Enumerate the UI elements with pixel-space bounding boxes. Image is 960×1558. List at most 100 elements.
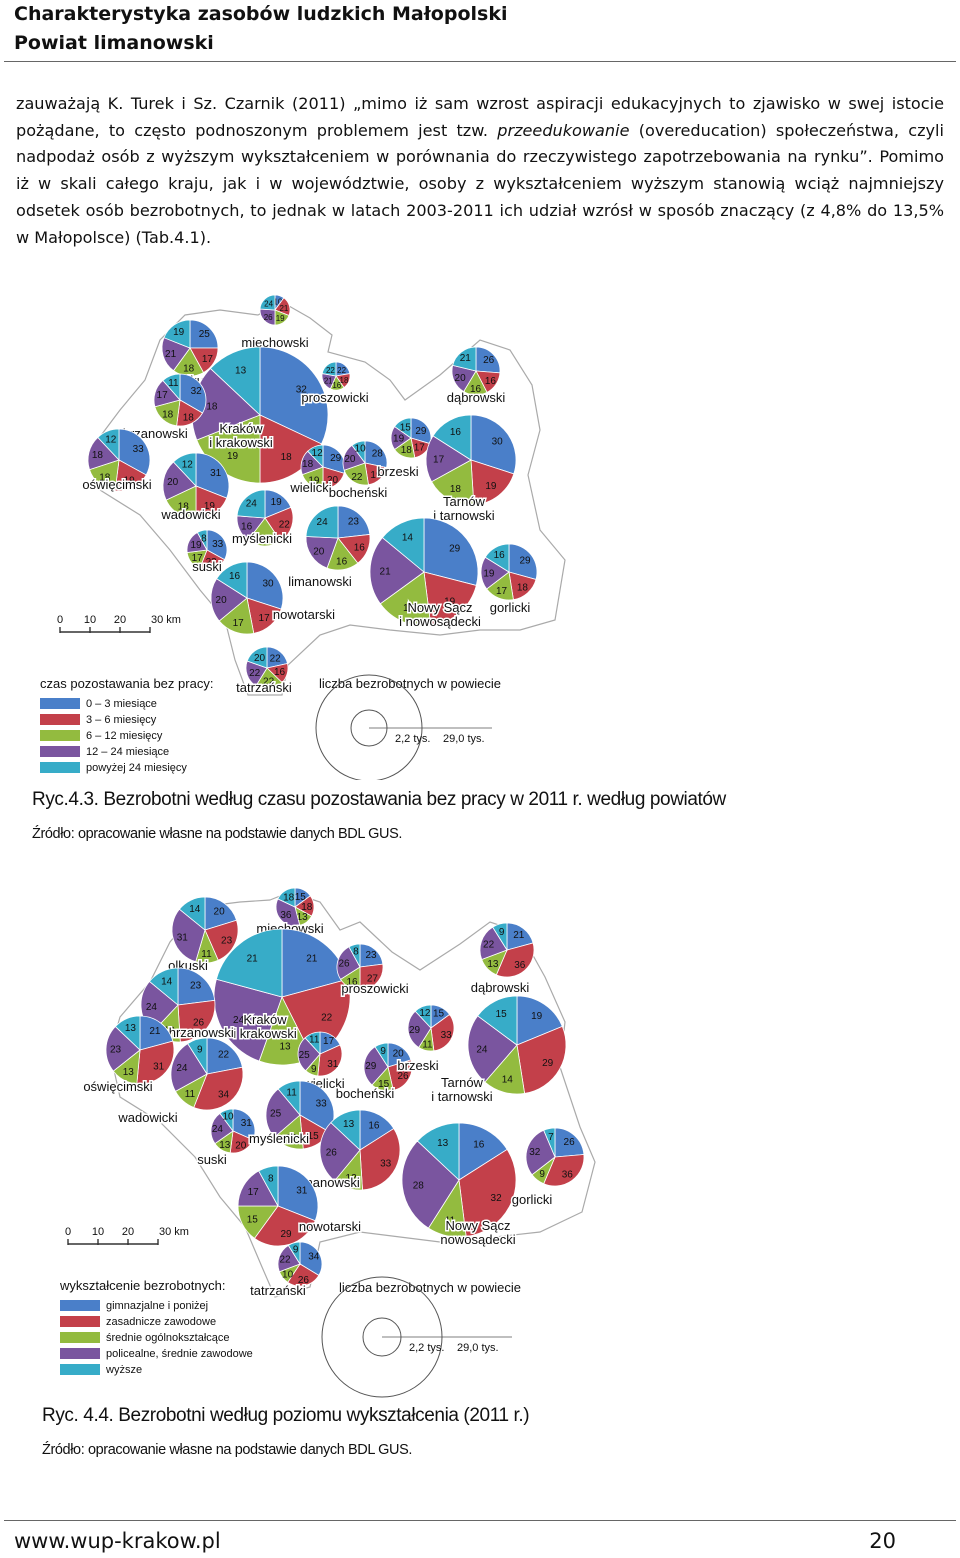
fig2-slice-suski-4: [219, 1108, 234, 1133]
fig2-value-label-nowy-sacz-i-nowosadecki-2: 11: [445, 1216, 456, 1227]
fig1-value-label-olkuski-4: 19: [173, 327, 185, 338]
fig1-value-label-myslenicki-2: 20: [259, 534, 271, 545]
fig1-slice-nowy-sacz-i-nowosadecki-2: [379, 571, 432, 627]
fig1-district-label-brzeski: brzeski: [377, 464, 418, 479]
fig2-value-label-gorlicki-0: 26: [564, 1137, 576, 1148]
fig2-district-label-oswiecimski: oświęcimski: [83, 1079, 152, 1094]
fig1-slice-krakow-i-krakowski-0: [259, 346, 329, 445]
fig1-legend-swatch-0: [40, 698, 80, 709]
fig2-pie-proszowicki: 23 27 16 268 proszowicki: [336, 943, 410, 998]
fig2-value-label-dabrowski-2: 13: [487, 959, 499, 970]
fig1-slice-nowotarski-4: [216, 561, 248, 599]
fig1-district-label-nowotarski: nowotarski: [273, 607, 335, 622]
fig2-legend-swatch-1: [60, 1316, 100, 1327]
fig2-slice-tarnow-i-tarnowski-3: [467, 1015, 518, 1083]
fig2-value-label-proszowicki-1: 27: [367, 974, 379, 985]
fig2-slice-limanowski-1: [359, 1128, 401, 1191]
fig2-district-label-chrzanowski: chrzanowski: [162, 1025, 234, 1040]
fig1-value-label-limanowski-3: 20: [313, 546, 325, 557]
fig1-slice-nowy-sacz-i-nowosadecki-1: [423, 571, 477, 627]
fig2-value-label-oswiecimski-0: 21: [149, 1026, 161, 1037]
fig1-value-label-chrzanowski-0: 32: [191, 386, 203, 397]
fig1-value-label-tarnow-i-tarnowski-3: 17: [433, 455, 445, 466]
fig2-value-label-dabrowski-4: 9: [499, 927, 505, 938]
fig1-value-label-proszowicki-2: 16: [332, 381, 341, 390]
fig1-value-label-wielicki-2: 19: [308, 476, 320, 487]
fig1-value-label-nowy-sacz-i-nowosadecki-4: 14: [402, 532, 414, 543]
fig1-value-label-nowotarski-1: 17: [259, 613, 271, 624]
fig2-slice-tarnow-i-tarnowski-4: [477, 995, 518, 1046]
fig1-slice-wielicki-4: [307, 444, 324, 468]
fig1-value-label-chrzanowski-1: 18: [183, 412, 195, 423]
fig1-pie-myslenicki: 19 22 20 16 24 myślenicki: [231, 489, 294, 548]
fig1-value-label-gorlicki-3: 19: [483, 569, 495, 580]
fig1-value-label-oswiecimski-0: 33: [133, 444, 145, 455]
fig2-value-label-olkuski-3: 31: [177, 933, 189, 944]
figure2-source: Źródło: opracowanie własne na podstawie …: [42, 1442, 412, 1458]
fig2-value-label-nowotarski-4: 8: [268, 1174, 274, 1185]
fig2-slice-wadowicki-1: [193, 1066, 244, 1111]
fig1-value-label-tatrzanski-0: 22: [270, 653, 282, 664]
fig2-slice-gorlicki-0: [554, 1127, 585, 1158]
fig2-value-label-miechowski-4: 18: [283, 893, 295, 904]
fig2-district-label-nowy-sacz-i-nowosadecki-0: Nowy Sącz: [445, 1218, 510, 1233]
fig1-value-label-nowy-sacz-i-nowosadecki-3: 21: [380, 566, 392, 577]
fig1-slice-oswiecimski-4: [97, 428, 120, 462]
fig2-value-label-myslenicki-4: 11: [286, 1088, 297, 1099]
fig1-value-label-chrzanowski-2: 18: [162, 410, 174, 421]
fig2-slice-brzeski-1: [430, 1013, 455, 1052]
fig1-district-label-tarnow-i-tarnowski-0: Tarnów: [443, 494, 486, 509]
fig1-scale-bar: 0 10 20 30 km: [57, 614, 181, 633]
fig2-value-label-oswiecimski-1: 31: [153, 1061, 165, 1072]
fig2-slice-chrzanowski-0: [177, 967, 216, 1006]
fig1-value-label-olkuski-3: 21: [165, 349, 177, 360]
fig2-legend-swatch-4: [60, 1364, 100, 1375]
fig1-value-label-tatrzanski-3: 22: [249, 668, 261, 679]
fig2-value-label-tarnow-i-tarnowski-2: 14: [502, 1074, 514, 1085]
fig2-value-label-wielicki-1: 31: [327, 1059, 339, 1070]
fig2-district-label-krakow-i-krakowski-0: Kraków: [243, 1012, 287, 1027]
fig2-slice-proszowicki-1: [359, 963, 384, 991]
fig1-value-label-krakow-i-krakowski-3: 18: [206, 401, 218, 412]
fig1-slice-tatrzanski-4: [246, 646, 268, 669]
fig1-slice-miechowski-4: [259, 294, 276, 311]
figure2-caption: Ryc. 4.4. Bezrobotni według poziomu wyks…: [42, 1405, 530, 1426]
fig1-value-label-tatrzanski-1: 16: [274, 667, 286, 678]
fig1-slice-chrzanowski-0: [179, 373, 207, 414]
fig1-legend-swatch-1: [40, 714, 80, 725]
fig1-value-label-miechowski-4: 24: [264, 300, 273, 309]
fig2-size-legend-title: liczba bezrobotnych w powiecie: [339, 1280, 521, 1295]
fig2-district-label-dabrowski: dąbrowski: [471, 980, 530, 995]
fig1-slice-limanowski-4: [305, 505, 339, 539]
fig2-value-label-miechowski-0: 15: [295, 892, 307, 903]
fig2-value-label-miechowski-1: 18: [301, 902, 313, 913]
fig2-value-label-bochenski-2: 15: [378, 1079, 390, 1090]
fig2-value-label-bochenski-0: 20: [393, 1049, 405, 1060]
footer-url: www.wup-krakow.pl: [14, 1529, 221, 1553]
fig2-slice-suski-3: [210, 1112, 234, 1145]
fig2-district-label-gorlicki: gorlicki: [512, 1192, 553, 1207]
figure1-caption: Ryc.4.3. Bezrobotni według czasu pozosta…: [32, 789, 726, 810]
fig1-value-label-miechowski-1: 21: [279, 304, 288, 313]
fig2-value-label-limanowski-0: 16: [368, 1120, 380, 1131]
fig2-value-label-limanowski-4: 13: [343, 1119, 355, 1130]
fig1-legend-swatch-2: [40, 730, 80, 741]
fig2-slice-oswiecimski-1: [136, 1040, 175, 1085]
fig2-value-label-chrzanowski-1: 26: [193, 1018, 205, 1029]
fig2-value-label-proszowicki-0: 23: [365, 950, 377, 961]
fig1-value-label-nowotarski-2: 17: [233, 618, 245, 629]
fig1-size-legend-title: liczba bezrobotnych w powiecie: [319, 676, 501, 691]
fig2-value-label-nowotarski-3: 17: [248, 1187, 260, 1198]
fig1-slice-olkuski-3: [161, 337, 191, 372]
fig2-legend-label-2: średnie ogólnokształcące: [106, 1332, 230, 1344]
fig1-slice-tarnow-i-tarnowski-3: [425, 435, 472, 483]
fig1-value-label-myslenicki-4: 24: [246, 499, 258, 510]
fig1-slice-wadowicki-3: [162, 461, 197, 501]
fig2-district-label-tatrzanski: tatrzański: [250, 1283, 306, 1298]
fig2-slice-bochenski-3: [363, 1046, 389, 1086]
fig2-slice-brzeski-4: [414, 1004, 432, 1030]
